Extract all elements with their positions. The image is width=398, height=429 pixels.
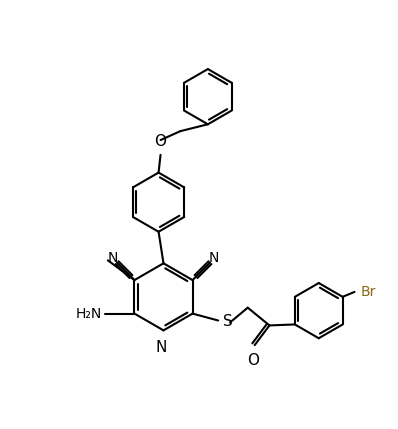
Text: H₂N: H₂N: [76, 307, 102, 320]
Text: N: N: [209, 251, 219, 266]
Text: N: N: [156, 340, 167, 355]
Text: O: O: [247, 353, 259, 368]
Text: S: S: [223, 314, 233, 329]
Text: N: N: [108, 251, 118, 266]
Text: Br: Br: [361, 285, 376, 299]
Text: O: O: [154, 134, 166, 149]
